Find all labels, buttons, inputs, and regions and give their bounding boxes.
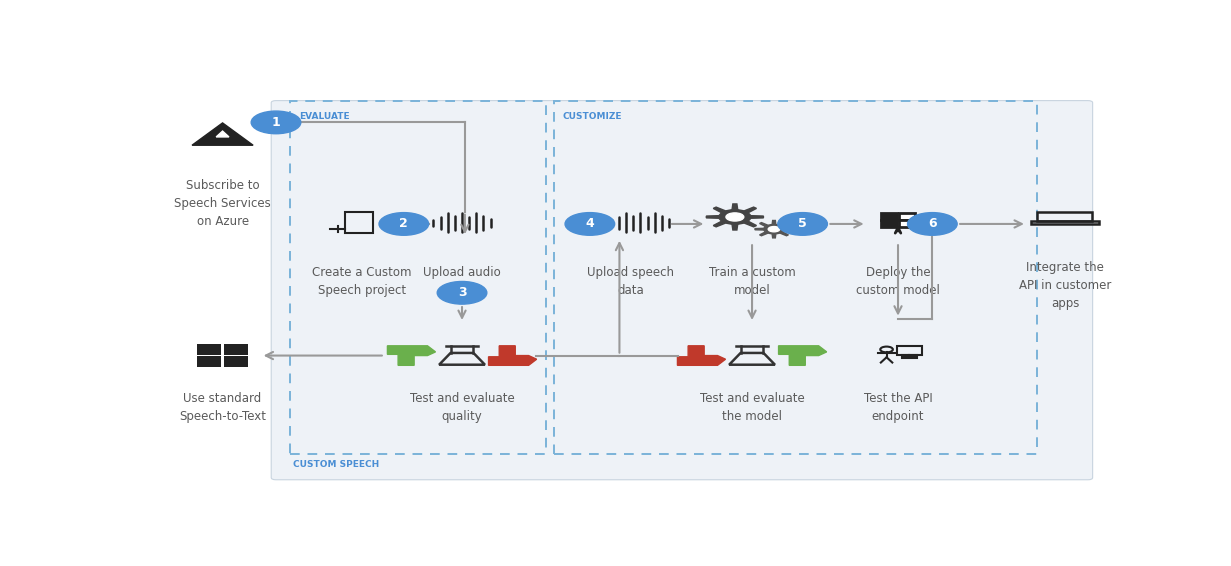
Text: 6: 6 [928, 217, 937, 230]
Text: Use standard
Speech-to-Text: Use standard Speech-to-Text [178, 392, 266, 423]
Text: 4: 4 [586, 217, 595, 230]
Circle shape [437, 281, 486, 304]
FancyBboxPatch shape [902, 355, 917, 358]
Circle shape [778, 213, 827, 235]
Text: Deploy the
custom model: Deploy the custom model [856, 266, 940, 297]
Text: Create a Custom
Speech project: Create a Custom Speech project [313, 266, 411, 297]
Text: Test and evaluate
the model: Test and evaluate the model [699, 392, 804, 423]
Text: CUSTOM SPEECH: CUSTOM SPEECH [293, 460, 379, 469]
Polygon shape [192, 123, 254, 145]
Polygon shape [778, 346, 827, 365]
Text: 2: 2 [399, 217, 409, 230]
FancyBboxPatch shape [224, 344, 247, 355]
Circle shape [726, 213, 744, 221]
FancyBboxPatch shape [271, 101, 1093, 480]
Polygon shape [677, 346, 725, 365]
Text: CUSTOMIZE: CUSTOMIZE [563, 113, 622, 121]
Text: 5: 5 [798, 217, 808, 230]
Circle shape [768, 226, 779, 232]
Text: Integrate the
API in customer
apps: Integrate the API in customer apps [1019, 261, 1112, 310]
Polygon shape [217, 131, 229, 137]
Polygon shape [755, 221, 793, 238]
Circle shape [379, 213, 428, 235]
Text: Upload audio
data: Upload audio data [423, 266, 501, 297]
FancyBboxPatch shape [881, 213, 897, 220]
Polygon shape [707, 204, 763, 230]
Text: Subscribe to
Speech Services
on Azure: Subscribe to Speech Services on Azure [175, 178, 271, 228]
Text: EVALUATE: EVALUATE [299, 113, 350, 121]
FancyBboxPatch shape [224, 356, 247, 367]
FancyBboxPatch shape [197, 344, 222, 355]
Circle shape [907, 213, 958, 235]
FancyBboxPatch shape [197, 356, 222, 367]
Polygon shape [489, 346, 537, 365]
Text: Upload speech
data: Upload speech data [587, 266, 675, 297]
FancyBboxPatch shape [881, 220, 897, 228]
Text: Test the API
endpoint: Test the API endpoint [864, 392, 932, 423]
FancyBboxPatch shape [899, 220, 915, 228]
Text: Test and evaluate
quality: Test and evaluate quality [410, 392, 515, 423]
Text: 3: 3 [458, 286, 467, 299]
Polygon shape [388, 346, 436, 365]
Text: 1: 1 [272, 116, 281, 129]
Circle shape [565, 213, 614, 235]
Text: Train a custom
model: Train a custom model [709, 266, 795, 297]
Circle shape [251, 111, 300, 134]
FancyBboxPatch shape [899, 213, 915, 220]
